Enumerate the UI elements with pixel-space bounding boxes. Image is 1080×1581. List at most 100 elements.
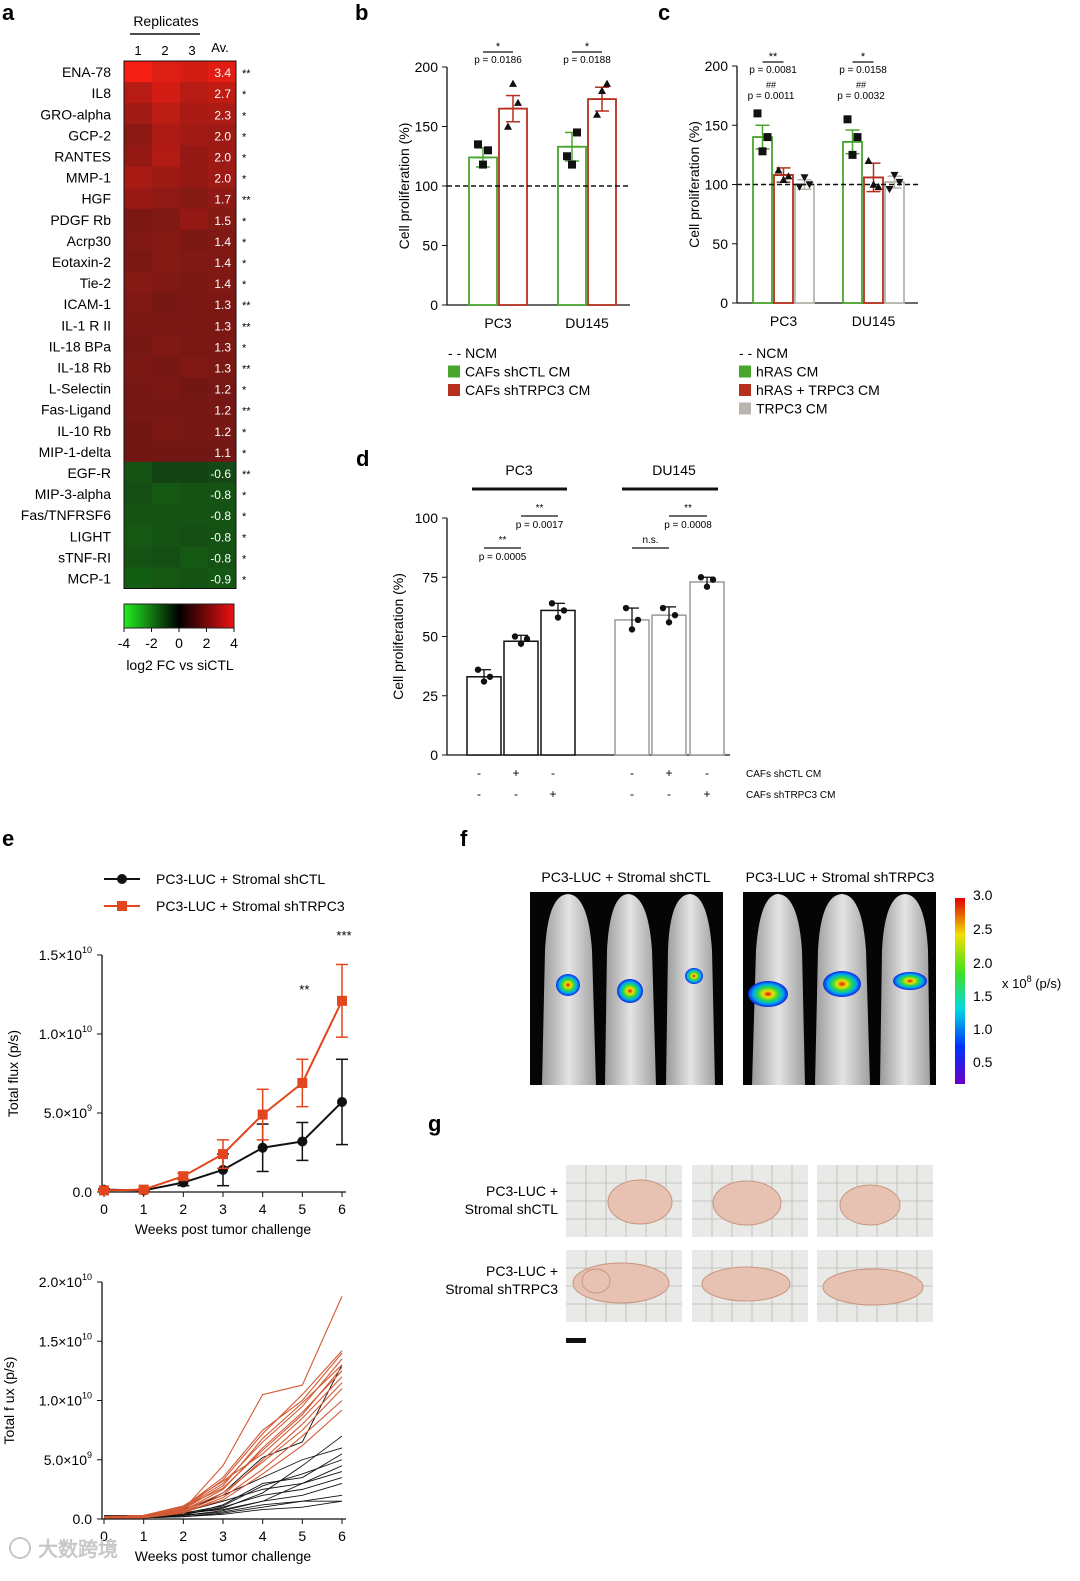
hm-avg-cell	[208, 208, 236, 231]
individual-line-shtrpc3	[103, 1366, 343, 1518]
hm-avg-cell	[208, 356, 236, 378]
bar-chart-c: 0 50 100 150 200 Cell proliferation (%) PC3 DU1…	[686, 51, 918, 417]
y-tick-label: 25	[422, 688, 438, 704]
f-colorbar	[955, 898, 965, 1084]
hm-colorbar-tick-label: 4	[230, 635, 238, 651]
hm-cell	[124, 546, 153, 568]
y-tick-label: 100	[415, 510, 439, 526]
hm-col-label: 2	[161, 43, 168, 58]
hm-cell	[180, 335, 209, 357]
legend-label: PC3-LUC + Stromal shCTL	[156, 871, 325, 887]
hm-title: Replicates	[133, 13, 198, 29]
hm-sig: *	[242, 490, 247, 502]
bar	[466, 676, 502, 756]
x-tick-label: 0	[100, 1201, 108, 1217]
legend-swatch	[739, 384, 751, 396]
signal-spot	[823, 971, 861, 997]
y-tick-label: 0	[430, 747, 438, 763]
condition-sign: -	[551, 766, 555, 780]
bar	[540, 609, 576, 756]
y-tick-label: 0.0	[73, 1511, 93, 1527]
hm-cell	[180, 293, 209, 315]
hm-row-label: IL-18 BPa	[49, 338, 111, 354]
data-point	[774, 166, 783, 174]
hm-cell	[124, 187, 153, 210]
hm-cell	[180, 187, 209, 210]
p-value: p = 0.0017	[516, 520, 564, 531]
hm-avg-value: 2.0	[214, 151, 231, 165]
condition-sign: +	[703, 787, 710, 801]
hm-sig: *	[242, 448, 247, 460]
y-tick-label: 5.0×109	[44, 1103, 92, 1121]
mice-shctl	[542, 894, 715, 1085]
hm-cell	[152, 166, 181, 189]
hm-cell	[180, 250, 209, 273]
legend-label: CAFs shTRPC3 CM	[465, 382, 590, 398]
hm-avg-value: 1.2	[214, 404, 231, 418]
hm-avg-value: -0.9	[210, 573, 231, 587]
hm-avg-cell	[208, 229, 236, 252]
y-tick-label: 100	[415, 178, 439, 194]
data-point	[593, 110, 601, 118]
hm-colorbar-tick-label: 0	[175, 635, 183, 651]
hm-cell	[180, 145, 209, 167]
hm-cell	[180, 419, 209, 442]
hm-cell	[152, 419, 181, 442]
hm-avg-cell	[208, 377, 236, 400]
x-tick-label: 6	[338, 1528, 346, 1544]
hm-row-label: EGF-R	[67, 465, 111, 481]
legend-label: PC3-LUC + Stromal shTRPC3	[156, 898, 345, 914]
hm-avg-value: 1.5	[214, 214, 231, 228]
panel-label-e: e	[2, 826, 14, 851]
hm-cell	[180, 504, 209, 526]
line-chart-mean-flux: 0 1 2 3 4 5 6 0.0 5.0×109 1.0×1010 1.5×1010 Weeks p…	[5, 871, 352, 1237]
tumor	[607, 1179, 673, 1225]
hm-row-label: Tie-2	[80, 275, 112, 291]
f-tick: 1.0	[973, 1021, 993, 1037]
hm-avg-cell	[208, 272, 236, 294]
tumor-photos-panel: PC3-LUC + Stromal shCTL PC3-LUC + Stroma…	[445, 1165, 933, 1343]
panel-label-g: g	[428, 1111, 441, 1136]
data-point	[474, 140, 482, 149]
f-tick: 1.5	[973, 988, 993, 1004]
y-axis-label: Cell proliferation (%)	[686, 121, 702, 248]
tumor	[581, 1268, 611, 1294]
f-tick: 2.0	[973, 955, 993, 971]
bar	[503, 640, 539, 756]
hm-cell	[180, 103, 209, 125]
data-point	[554, 614, 562, 621]
y-tick-label: 50	[422, 629, 438, 645]
data-point	[474, 666, 482, 673]
x-category-label: PC3	[770, 313, 797, 329]
hm-avg-cell	[208, 398, 236, 421]
hm-avg-value: 2.0	[214, 129, 231, 143]
data-point	[622, 604, 630, 612]
hm-avg-cell	[208, 187, 236, 210]
significance-stars: *	[585, 41, 590, 53]
data-point	[297, 1136, 308, 1147]
hm-cell	[180, 82, 209, 104]
f-group1-title: PC3-LUC + Stromal shCTL	[541, 869, 710, 885]
hm-row-label: IL8	[92, 85, 112, 101]
hm-cell	[124, 356, 153, 378]
data-point	[337, 995, 347, 1006]
hm-border	[123, 60, 237, 589]
hm-row-label: Eotaxin-2	[52, 254, 111, 270]
bar	[651, 614, 687, 756]
watermark: 大数跨境	[9, 1537, 118, 1561]
hm-cell	[124, 61, 153, 83]
hm-cell	[124, 145, 153, 167]
bar	[587, 98, 617, 306]
hm-avg-value: 2.0	[214, 172, 231, 186]
x-tick-label: 3	[219, 1528, 227, 1544]
group-label: DU145	[652, 462, 696, 478]
data-point	[874, 182, 883, 191]
hm-avg-header: Av.	[211, 40, 229, 55]
hm-row-label: Fas/TNFRSF6	[21, 507, 111, 523]
data-point	[138, 1184, 149, 1195]
legend-label: TRPC3 CM	[756, 401, 828, 417]
hm-avg-value: 1.4	[214, 235, 231, 249]
individual-line-shtrpc3	[104, 1400, 343, 1519]
hm-colorbar-label: log2 FC vs siCTL	[126, 657, 234, 673]
hm-sig: *	[242, 553, 247, 565]
